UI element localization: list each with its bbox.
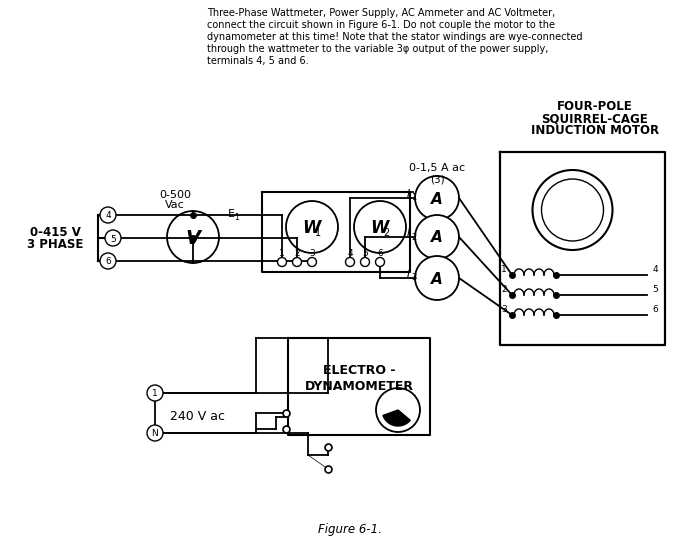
Text: W: W [370,219,389,237]
Text: W: W [302,219,320,237]
Text: ELECTRO -: ELECTRO - [323,364,395,377]
Text: 5: 5 [652,286,658,294]
Circle shape [360,258,370,267]
Text: Figure 6-1.: Figure 6-1. [318,524,382,537]
Text: 2: 2 [294,248,300,258]
Circle shape [167,211,219,263]
Text: I: I [407,189,410,199]
Text: 0-415 V: 0-415 V [29,226,81,239]
Text: 2: 2 [383,228,389,238]
Text: terminals 4, 5 and 6.: terminals 4, 5 and 6. [207,56,309,66]
Text: V: V [186,228,201,247]
Text: SQUIRREL-CAGE: SQUIRREL-CAGE [542,112,648,125]
Text: 5: 5 [362,248,368,258]
Circle shape [346,258,354,267]
Polygon shape [383,410,410,426]
Text: INDUCTION MOTOR: INDUCTION MOTOR [531,124,659,137]
Circle shape [293,258,302,267]
Text: 6: 6 [377,248,383,258]
Text: (3): (3) [430,174,444,184]
Text: 0-500: 0-500 [159,190,191,200]
Circle shape [100,253,116,269]
Text: A: A [431,192,443,207]
Text: 1: 1 [412,194,416,202]
Text: 4: 4 [652,266,658,274]
Text: I: I [407,228,410,238]
Text: DYNAMOMETER: DYNAMOMETER [304,379,414,393]
Text: I: I [407,269,410,279]
Text: 1: 1 [152,390,158,399]
Text: 1: 1 [501,266,507,274]
Text: 3 PHASE: 3 PHASE [27,239,83,252]
Text: dynamometer at this time! Note that the stator windings are wye-connected: dynamometer at this time! Note that the … [207,32,582,42]
Text: A: A [431,272,443,287]
Text: 4: 4 [105,212,111,221]
Circle shape [277,258,286,267]
Circle shape [307,258,316,267]
Text: 6: 6 [652,306,658,314]
Circle shape [100,207,116,223]
Text: 3: 3 [309,248,315,258]
Text: 2: 2 [412,233,416,241]
Circle shape [415,176,459,220]
Text: 2: 2 [501,286,507,294]
Text: 4: 4 [347,248,353,258]
Circle shape [354,201,406,253]
Circle shape [375,258,384,267]
Text: E: E [228,209,235,219]
Text: 240 V ac: 240 V ac [170,410,225,423]
Circle shape [415,215,459,259]
Text: 0-1,5 A ac: 0-1,5 A ac [409,163,465,173]
Text: 1: 1 [315,228,321,238]
Text: Three-Phase Wattmeter, Power Supply, AC Ammeter and AC Voltmeter,: Three-Phase Wattmeter, Power Supply, AC … [207,8,555,18]
Text: A: A [431,230,443,246]
Text: N: N [152,430,158,439]
Text: 3: 3 [412,274,416,282]
Circle shape [533,170,612,250]
Circle shape [286,201,338,253]
Circle shape [542,179,603,241]
Circle shape [147,385,163,401]
Text: 1: 1 [279,248,285,258]
Text: 1: 1 [234,213,239,221]
Circle shape [376,388,420,432]
Circle shape [105,230,121,246]
Text: 5: 5 [110,234,116,243]
Text: 3: 3 [501,306,507,314]
Text: connect the circuit shown in Figure 6-1. Do not couple the motor to the: connect the circuit shown in Figure 6-1.… [207,20,555,30]
Text: FOUR-POLE: FOUR-POLE [557,100,633,113]
Text: Vac: Vac [165,200,185,210]
Circle shape [147,425,163,441]
Text: 6: 6 [105,258,111,267]
Text: through the wattmeter to the variable 3φ output of the power supply,: through the wattmeter to the variable 3φ… [207,44,548,54]
Circle shape [415,256,459,300]
